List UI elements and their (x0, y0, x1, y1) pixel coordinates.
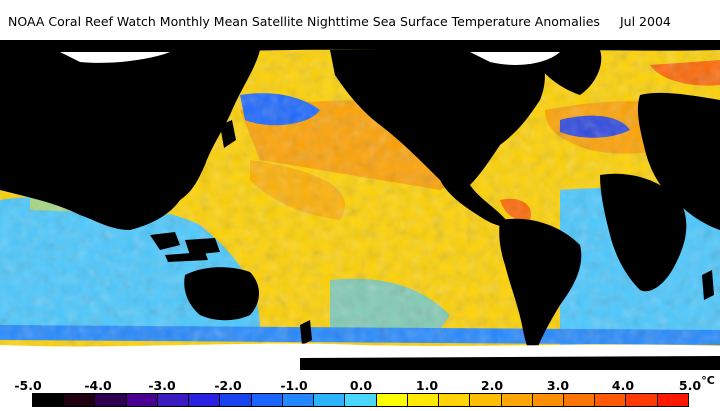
map-title: NOAA Coral Reef Watch Monthly Mean Satel… (0, 14, 720, 34)
legend-tick: 0.0 (349, 378, 373, 393)
legend-color-swatch (345, 394, 377, 406)
legend-color-swatch (314, 394, 346, 406)
legend-tick: 2.0 (480, 378, 504, 393)
legend-unit: °C (701, 374, 715, 387)
legend-tick: 4.0 (611, 378, 635, 393)
legend-color-swatch (189, 394, 221, 406)
legend-color-swatch (157, 394, 190, 406)
legend-color-bar (32, 393, 689, 407)
sst-anomaly-map (0, 40, 720, 370)
map-date: Jul 2004 (620, 14, 671, 29)
legend-color-swatch (595, 394, 627, 406)
legend-color-swatch (470, 394, 502, 406)
legend-color-swatch (376, 394, 408, 406)
legend-tick: 5.0 (678, 378, 702, 393)
color-scale-legend: -5.0 -4.0 -3.0 -2.0 -1.0 0.0 1.0 2.0 3.0… (0, 372, 720, 411)
legend-color-swatch (407, 394, 440, 406)
legend-color-swatch (657, 394, 688, 406)
legend-color-swatch (220, 394, 252, 406)
legend-color-swatch (95, 394, 127, 406)
map-title-text: NOAA Coral Reef Watch Monthly Mean Satel… (8, 14, 600, 29)
legend-color-swatch (626, 394, 658, 406)
legend-tick: -2.0 (214, 378, 242, 393)
legend-tick: 3.0 (546, 378, 570, 393)
land (0, 40, 720, 355)
legend-color-swatch (501, 394, 533, 406)
legend-tick: 1.0 (415, 378, 439, 393)
legend-tick: -1.0 (280, 378, 308, 393)
legend-color-swatch (33, 394, 65, 406)
ice-and-antarctica (0, 52, 720, 370)
legend-tick: -3.0 (148, 378, 176, 393)
legend-tick: -5.0 (14, 378, 42, 393)
legend-color-swatch (64, 394, 96, 406)
legend-color-swatch (532, 394, 564, 406)
legend-tick: -4.0 (84, 378, 112, 393)
legend-color-swatch (251, 394, 283, 406)
legend-color-swatch (126, 394, 158, 406)
legend-color-swatch (563, 394, 596, 406)
legend-color-swatch (282, 394, 315, 406)
legend-color-swatch (439, 394, 471, 406)
